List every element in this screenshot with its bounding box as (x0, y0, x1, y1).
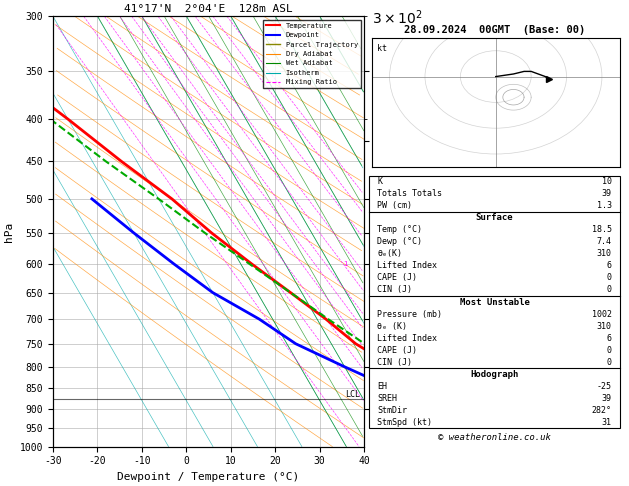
Text: -25: -25 (597, 382, 612, 391)
Text: Hodograph: Hodograph (470, 370, 519, 379)
Text: © weatheronline.co.uk: © weatheronline.co.uk (438, 433, 551, 442)
Text: θₑ (K): θₑ (K) (377, 322, 407, 330)
Text: 18.5: 18.5 (592, 225, 612, 234)
Text: CAPE (J): CAPE (J) (377, 346, 417, 355)
Text: Totals Totals: Totals Totals (377, 189, 442, 198)
Text: StmDir: StmDir (377, 406, 407, 415)
Title: 41°17'N  2°04'E  128m ASL: 41°17'N 2°04'E 128m ASL (124, 4, 293, 14)
Text: 0: 0 (607, 285, 612, 295)
Text: PW (cm): PW (cm) (377, 201, 412, 210)
Text: 10: 10 (602, 177, 612, 186)
Y-axis label: km
ASL: km ASL (435, 231, 452, 253)
Text: Surface: Surface (476, 213, 513, 222)
Text: 31: 31 (602, 418, 612, 427)
Text: Lifted Index: Lifted Index (377, 334, 437, 343)
Text: Pressure (mb): Pressure (mb) (377, 310, 442, 318)
Text: Lifted Index: Lifted Index (377, 261, 437, 270)
Text: Temp (°C): Temp (°C) (377, 225, 422, 234)
Text: 0: 0 (607, 346, 612, 355)
Text: 310: 310 (597, 249, 612, 259)
Text: CIN (J): CIN (J) (377, 358, 412, 367)
Legend: Temperature, Dewpoint, Parcel Trajectory, Dry Adiabat, Wet Adiabat, Isotherm, Mi: Temperature, Dewpoint, Parcel Trajectory… (264, 20, 360, 88)
Text: 6: 6 (607, 334, 612, 343)
Text: 1: 1 (343, 261, 348, 267)
Text: StmSpd (kt): StmSpd (kt) (377, 418, 432, 427)
Text: EH: EH (377, 382, 387, 391)
Text: 28.09.2024  00GMT  (Base: 00): 28.09.2024 00GMT (Base: 00) (404, 25, 585, 35)
Text: 7.4: 7.4 (597, 237, 612, 246)
Text: 310: 310 (597, 322, 612, 330)
Text: Dewp (°C): Dewp (°C) (377, 237, 422, 246)
Text: 0: 0 (607, 358, 612, 367)
Text: CIN (J): CIN (J) (377, 285, 412, 295)
Text: 0: 0 (607, 274, 612, 282)
X-axis label: Dewpoint / Temperature (°C): Dewpoint / Temperature (°C) (118, 472, 299, 482)
Text: SREH: SREH (377, 394, 397, 403)
Text: K: K (377, 177, 382, 186)
Text: LCL: LCL (345, 390, 360, 399)
Text: 39: 39 (602, 394, 612, 403)
Text: 39: 39 (602, 189, 612, 198)
Text: θₑ(K): θₑ(K) (377, 249, 402, 259)
Text: Most Unstable: Most Unstable (460, 297, 530, 307)
Text: 282°: 282° (592, 406, 612, 415)
Text: 1.3: 1.3 (597, 201, 612, 210)
Y-axis label: hPa: hPa (4, 221, 14, 242)
Text: CAPE (J): CAPE (J) (377, 274, 417, 282)
Text: 1002: 1002 (592, 310, 612, 318)
Text: 6: 6 (607, 261, 612, 270)
